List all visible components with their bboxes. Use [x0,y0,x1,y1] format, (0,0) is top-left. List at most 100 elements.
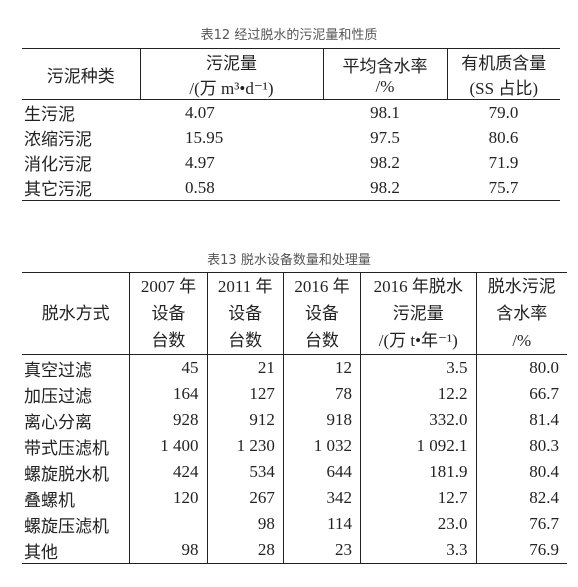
header-text: 有机质含量 [461,54,547,73]
cell: 98.2 [370,177,400,197]
cell: 75.7 [488,177,519,197]
cell: 21 [206,354,284,381]
table-title: 表12 经过脱水的污泥量和性质 [200,28,378,43]
cell: 12.7 [360,485,477,511]
cell: 叠螺机 [24,490,75,510]
cell: 螺旋压滤机 [24,516,109,536]
cell: 80.0 [475,354,567,381]
cell: 1 032 [282,433,361,459]
cell: 1 092.1 [360,433,477,459]
cell: 0.58 [185,177,215,197]
header-text: 2011 年 [217,277,273,296]
header-text: 2016 年 [294,277,350,296]
cell: 80.6 [488,127,519,147]
header-text: 污泥量 [392,304,444,323]
cell: 带式压滤机 [24,438,109,458]
cell: 12.2 [360,381,477,407]
cell: 98.2 [370,152,400,172]
header-text: 设备 [151,304,186,323]
cell: 78 [282,381,361,407]
header-cell: 2007 年设备 台数 [129,272,207,355]
header-text: 设备 [304,304,339,323]
cell: 76.7 [475,511,567,537]
cell: 80.4 [475,459,567,485]
cell: 23 [282,537,361,564]
cell: 3.5 [360,354,477,381]
cell: 80.3 [475,433,567,459]
header-cell: 污泥量 /(万 m³•d⁻¹) [139,48,323,100]
header-cell: 2016 年设备台数 [282,272,361,355]
header-text: 污泥种类 [46,66,115,86]
cell: 71.9 [488,152,519,172]
header-text: 含水率 [496,304,548,323]
cell: 其它污泥 [24,180,92,199]
header-text: /% [512,331,532,350]
row: 加压过滤 164 127 78 12.2 66.7 [22,381,567,407]
cell: 12 [282,354,361,381]
cell: 97.5 [370,127,400,147]
cell: 3.3 [360,537,477,564]
header-text: /(万 m³•d⁻¹) [189,79,274,98]
cell: 332.0 [360,407,477,433]
row: 带式压滤机 1 400 1 230 1 032 1 092.1 80.3 [22,433,567,459]
header-text: /(万 t•年⁻¹) [378,331,458,350]
cell: 浓缩污泥 [24,130,92,149]
header-text: 2016 年脱水 [373,277,463,296]
header-cell: 平均含水率/% [322,48,447,100]
cell: 912 [206,407,284,433]
row: 真空过滤 45 21 12 3.5 80.0 [22,354,567,381]
cell: 消化污泥 [24,155,92,174]
cell: 164 [129,381,207,407]
header-text: /% [375,76,395,96]
header-text: 脱水方式 [41,304,110,323]
cell: 其他 [24,542,58,562]
header-cell: 污泥种类 [22,48,140,100]
row: 叠螺机 120 267 342 12.7 82.4 [22,485,567,511]
cell: 98 [206,511,284,537]
row: 螺旋压滤机 98 114 23.0 76.7 [22,511,567,537]
row: 消化污泥 4.97 98.2 71.9 [22,150,560,175]
header-text: 设备 [228,304,263,323]
table: 污泥种类 污泥量 /(万 m³•d⁻¹) 平均含水率/% 有机质含量 (SS 占比) 生污泥… [22,48,560,201]
table-title: 表13 脱水设备数量和处理量 [207,253,371,268]
cell: 79.0 [488,102,519,122]
header-text: 平均含水率 [342,56,428,76]
cell: 127 [206,381,284,407]
row: 其他 98 28 23 3.3 76.9 [22,537,567,564]
cell: 1 230 [206,433,284,459]
cell: 98.1 [370,102,400,122]
cell: 534 [206,459,284,485]
cell: 98 [129,537,207,564]
row: 其它污泥 0.58 98.2 75.7 [22,175,560,201]
cell: 928 [129,407,207,433]
cell: 真空过滤 [24,360,92,380]
header-text: 台数 [228,331,263,350]
header-cell: 2011 年设备台数 [206,272,284,355]
row: 螺旋脱水机 424 534 644 181.9 80.4 [22,459,567,485]
header-text: (SS 占比) [469,79,538,98]
cell: 267 [206,485,284,511]
cell: 生污泥 [24,105,75,124]
cell: 15.95 [185,127,224,147]
header-text: 台数 [304,331,339,350]
cell: 45 [129,354,207,381]
header-row: 脱水方式 2007 年设备 台数 2011 年设备 台数 2016 年设备 台数 2016 年… [22,272,567,355]
cell: 离心分离 [24,412,92,432]
cell: 342 [282,485,361,511]
header-cell: 有机质含量 (SS 占比) [446,48,560,100]
table: 脱水方式 2007 年设备 台数 2011 年设备 台数 2016 年设备 台数 2016 年… [22,272,567,564]
cell: 1 400 [129,433,207,459]
cell: 76.9 [475,537,567,564]
header-text: 污泥量 [206,54,257,73]
row: 离心分离 928 912 918 332.0 81.4 [22,407,567,433]
header-text: 脱水污泥 [487,277,556,296]
cell: 181.9 [360,459,477,485]
cell: 螺旋脱水机 [24,464,109,484]
cell: 81.4 [475,407,567,433]
cell: 23.0 [360,511,477,537]
row: 生污泥 4.07 98.1 79.0 [22,100,560,126]
cell: 加压过滤 [24,386,92,406]
cell: 28 [206,537,284,564]
header-text: 台数 [151,331,186,350]
